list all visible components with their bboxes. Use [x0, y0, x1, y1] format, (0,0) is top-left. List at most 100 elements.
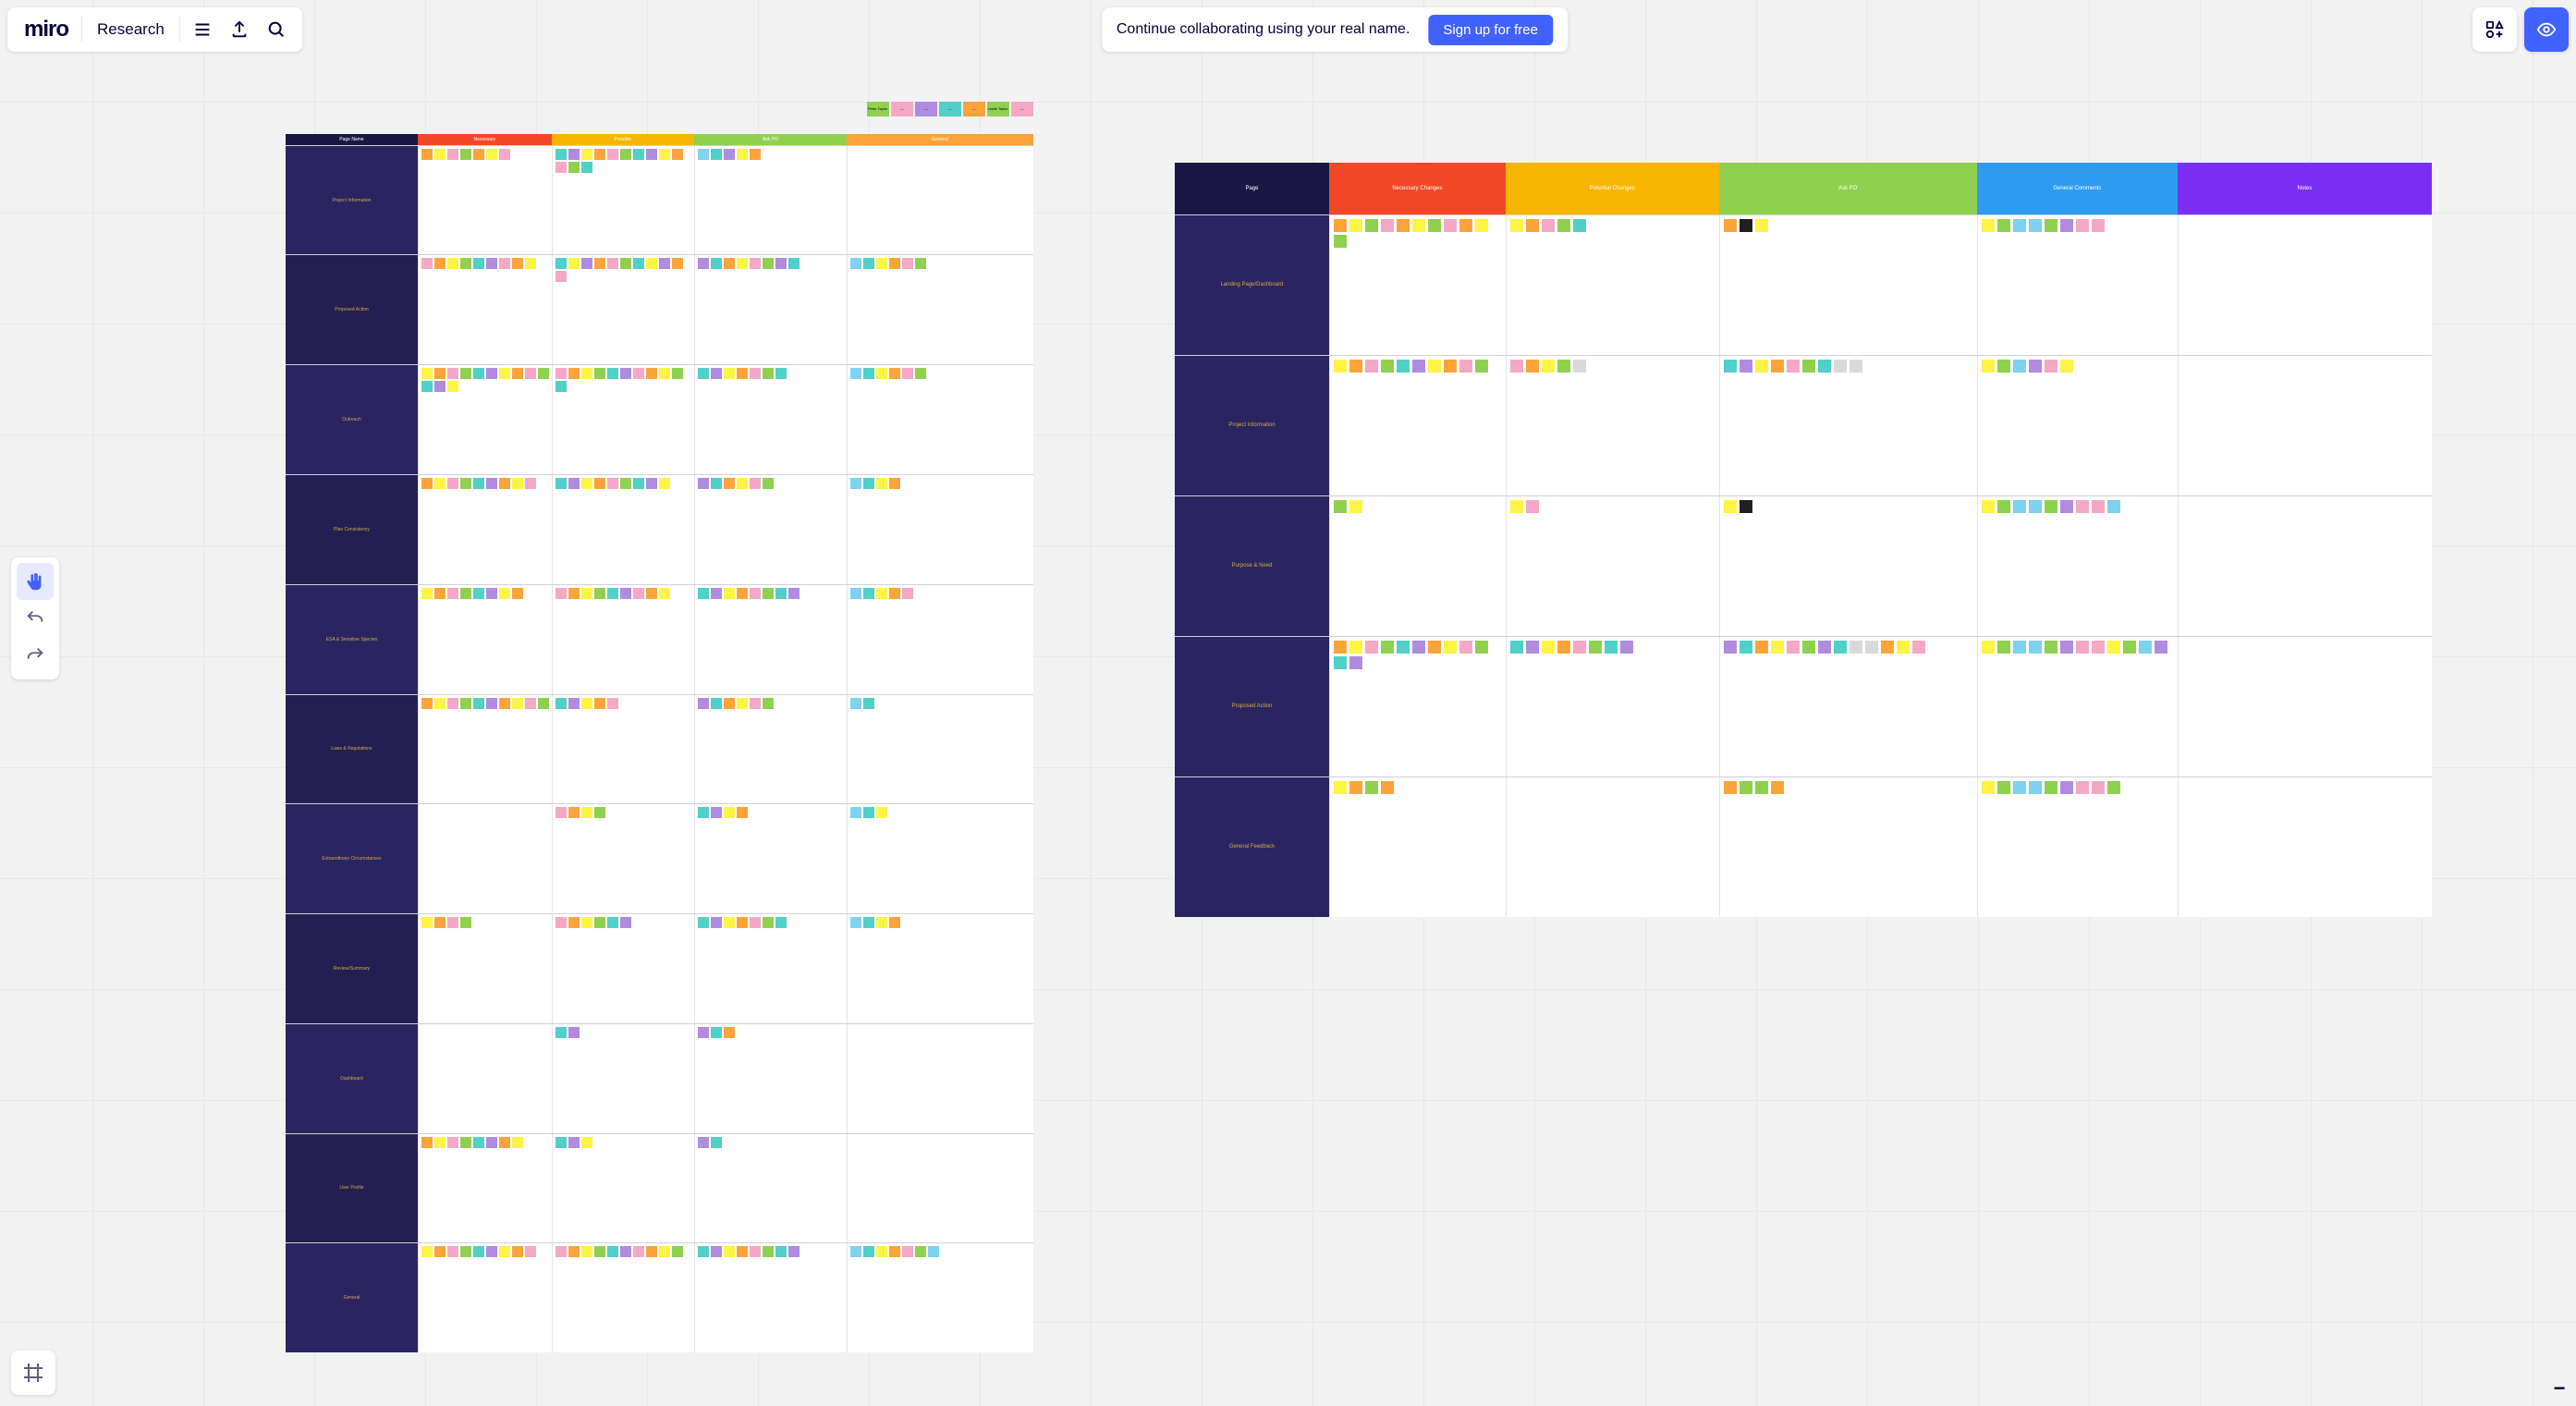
miro-logo[interactable]: miro — [15, 17, 78, 43]
table-cell[interactable] — [552, 146, 694, 255]
sticky-note[interactable] — [711, 917, 722, 928]
sticky-note[interactable] — [460, 478, 471, 489]
sticky-note[interactable] — [646, 149, 657, 160]
sticky-note[interactable] — [434, 698, 446, 709]
sticky-note[interactable] — [555, 1246, 567, 1257]
sticky-note[interactable] — [2060, 641, 2073, 654]
table-cell[interactable] — [1977, 496, 2179, 636]
sticky-note[interactable] — [724, 478, 735, 489]
table-cell[interactable] — [418, 255, 552, 364]
sticky-note[interactable] — [889, 588, 900, 599]
sticky-note[interactable] — [460, 368, 471, 379]
sticky-note[interactable] — [581, 1137, 592, 1148]
sticky-note[interactable] — [486, 478, 497, 489]
sticky-note[interactable] — [1334, 235, 1347, 248]
sticky-note[interactable] — [698, 1137, 709, 1148]
table-cell[interactable] — [552, 1134, 694, 1243]
table-cell[interactable] — [847, 255, 1032, 364]
sticky-note[interactable] — [555, 381, 567, 392]
table-cell[interactable] — [552, 695, 694, 804]
sticky-note[interactable] — [711, 1246, 722, 1257]
sticky-note[interactable] — [711, 258, 722, 269]
sticky-note[interactable] — [1589, 641, 1602, 654]
table-cell[interactable] — [1506, 777, 1719, 917]
table-row[interactable]: Outreach — [286, 364, 1032, 474]
table-cell[interactable] — [2178, 637, 2432, 776]
sticky-note[interactable] — [1982, 360, 1995, 373]
sticky-note[interactable] — [460, 588, 471, 599]
sticky-note[interactable] — [512, 258, 523, 269]
sticky-note[interactable] — [889, 917, 900, 928]
sticky-note[interactable] — [724, 588, 735, 599]
sticky-note[interactable] — [1865, 641, 1878, 654]
sticky-note[interactable] — [763, 368, 774, 379]
sticky-note[interactable] — [473, 258, 484, 269]
sticky-note[interactable] — [863, 698, 874, 709]
sticky-note[interactable] — [421, 698, 433, 709]
table-row[interactable]: User Profile — [286, 1133, 1032, 1243]
sticky-note[interactable] — [711, 1137, 722, 1148]
sticky-note[interactable] — [434, 588, 446, 599]
sticky-note[interactable] — [555, 588, 567, 599]
sticky-note[interactable] — [1850, 360, 1862, 373]
sticky-note[interactable] — [525, 478, 536, 489]
sticky-note[interactable] — [659, 478, 670, 489]
sticky-note[interactable] — [473, 698, 484, 709]
sticky-note[interactable] — [876, 1246, 887, 1257]
table-cell[interactable] — [1506, 356, 1719, 495]
table-cell[interactable] — [1977, 637, 2179, 776]
table-row[interactable]: General — [286, 1242, 1032, 1352]
sticky-note[interactable] — [2060, 500, 2073, 513]
sticky-note[interactable] — [850, 1246, 861, 1257]
sticky-note[interactable] — [421, 1137, 433, 1148]
sticky-note[interactable] — [1365, 641, 1378, 654]
table-cell[interactable] — [2178, 356, 2432, 495]
sticky-note[interactable] — [568, 368, 580, 379]
board-name[interactable]: Research — [86, 20, 176, 39]
sticky-note[interactable] — [2107, 641, 2120, 654]
table-cell[interactable] — [2178, 215, 2432, 355]
sticky-note[interactable] — [473, 588, 484, 599]
table-row[interactable]: Landing Page/Dashboard — [1175, 214, 2432, 355]
sticky-note[interactable] — [460, 917, 471, 928]
redo-button[interactable] — [17, 637, 54, 674]
sticky-note[interactable] — [724, 807, 735, 818]
sticky-note[interactable] — [850, 258, 861, 269]
table-cell[interactable] — [847, 475, 1032, 584]
table-cell[interactable] — [552, 1243, 694, 1352]
sticky-note[interactable] — [724, 258, 735, 269]
sticky-note[interactable] — [1573, 641, 1586, 654]
sticky-note[interactable] — [1982, 219, 1995, 232]
sticky-note[interactable] — [737, 149, 748, 160]
table-cell[interactable] — [1329, 777, 1505, 917]
sticky-note[interactable] — [568, 478, 580, 489]
sticky-note[interactable] — [750, 368, 761, 379]
table-cell[interactable] — [1329, 496, 1505, 636]
sticky-note[interactable] — [512, 368, 523, 379]
sticky-note[interactable] — [1724, 500, 1737, 513]
sticky-note[interactable] — [775, 258, 787, 269]
table-row[interactable]: Laws & Regulations — [286, 694, 1032, 804]
sticky-note[interactable] — [607, 1246, 618, 1257]
sticky-note[interactable] — [1724, 781, 1737, 794]
sticky-note[interactable] — [2013, 781, 2026, 794]
hand-tool[interactable] — [17, 563, 54, 600]
present-button[interactable] — [2524, 7, 2569, 52]
sticky-note[interactable] — [421, 917, 433, 928]
sticky-note[interactable] — [555, 271, 567, 282]
sticky-note[interactable] — [499, 698, 510, 709]
sticky-note[interactable] — [2013, 641, 2026, 654]
sticky-note[interactable] — [863, 1246, 874, 1257]
sticky-note[interactable] — [659, 588, 670, 599]
table-cell[interactable] — [1719, 356, 1977, 495]
sticky-note[interactable] — [1850, 641, 1862, 654]
sticky-note[interactable] — [646, 368, 657, 379]
sticky-note[interactable] — [594, 698, 605, 709]
sticky-note[interactable] — [1997, 500, 2010, 513]
sticky-note[interactable] — [750, 698, 761, 709]
sticky-note[interactable] — [2060, 219, 2073, 232]
sticky-note[interactable] — [499, 1137, 510, 1148]
sticky-note[interactable] — [863, 478, 874, 489]
sticky-note[interactable] — [581, 162, 592, 173]
sticky-note[interactable] — [447, 1137, 458, 1148]
